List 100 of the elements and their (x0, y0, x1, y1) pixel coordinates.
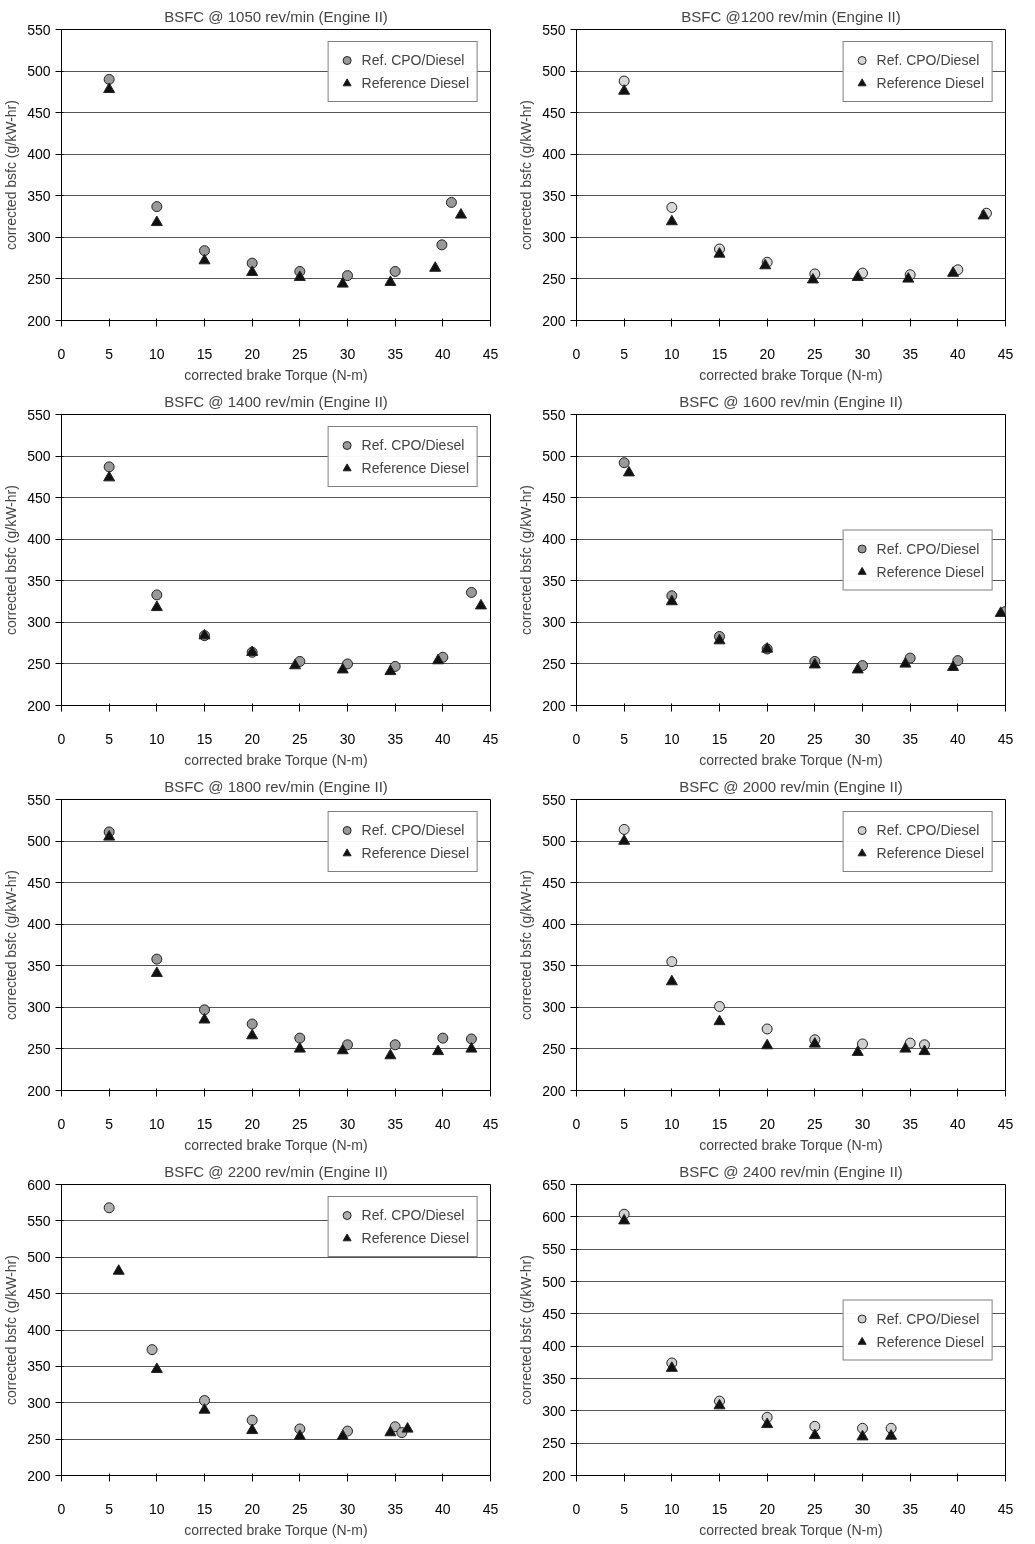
x-axis-title: corrected brake Torque (N-m) (184, 366, 368, 383)
x-tick-label: 5 (105, 1115, 114, 1132)
y-tick-label: 250 (27, 655, 51, 672)
x-axis-title: corrected break Torque (N-m) (699, 1521, 883, 1538)
x-tick-label: 35 (387, 345, 404, 362)
x-tick-label: 45 (997, 730, 1014, 747)
legend-label: Reference Diesel (361, 460, 469, 476)
x-tick-label: 30 (339, 1500, 356, 1517)
legend-label: Ref. CPO/Diesel (876, 52, 980, 68)
x-tick-label: 15 (711, 730, 728, 747)
x-tick-label: 40 (950, 345, 966, 362)
x-tick-label: 0 (572, 730, 581, 747)
y-tick-label: 200 (27, 1467, 51, 1484)
x-tick-label: 10 (149, 345, 165, 362)
x-tick-label: 35 (902, 345, 919, 362)
x-tick-label: 20 (244, 730, 261, 747)
x-axis-title: corrected brake Torque (N-m) (699, 366, 883, 383)
y-tick-label: 300 (27, 1394, 51, 1411)
x-tick-label: 10 (664, 730, 680, 747)
x-tick-label: 10 (664, 1115, 680, 1132)
y-tick-label: 200 (27, 697, 51, 714)
x-tick-label: 10 (149, 1500, 165, 1517)
x-tick-label: 15 (711, 1115, 728, 1132)
y-axis-title: corrected bsfc (g/kW-hr) (518, 485, 535, 635)
y-tick-label: 200 (542, 1467, 566, 1484)
y-tick-label: 200 (27, 1082, 51, 1099)
y-axis-title: corrected bsfc (g/kW-hr) (518, 100, 535, 250)
y-tick-label: 250 (27, 270, 51, 287)
y-tick-label: 350 (27, 1358, 51, 1375)
x-tick-label: 0 (57, 730, 66, 747)
y-tick-label: 400 (27, 1322, 51, 1338)
y-tick-label: 500 (27, 833, 51, 850)
x-tick-label: 15 (196, 345, 213, 362)
y-tick-label: 200 (542, 1082, 566, 1099)
x-tick-label: 25 (807, 1500, 823, 1517)
x-tick-label: 35 (902, 1500, 919, 1517)
y-axis-title: corrected bsfc (g/kW-hr) (3, 100, 20, 250)
y-tick-label: 650 (542, 1176, 566, 1193)
x-tick-label: 10 (149, 1115, 165, 1132)
x-tick-label: 0 (57, 1500, 66, 1517)
x-tick-label: 30 (339, 1115, 356, 1132)
chart-title: BSFC @ 2200 rev/min (Engine II) (164, 1162, 388, 1180)
y-tick-label: 550 (542, 791, 566, 808)
legend-label: Reference Diesel (876, 75, 984, 91)
x-tick-label: 10 (664, 1500, 680, 1517)
x-tick-label: 30 (339, 730, 356, 747)
y-tick-label: 350 (542, 957, 566, 974)
y-axis-title: corrected bsfc (g/kW-hr) (3, 1255, 20, 1405)
x-tick-label: 40 (435, 730, 451, 747)
chart-title: BSFC @ 2000 rev/min (Engine II) (679, 777, 903, 795)
x-tick-label: 0 (572, 345, 581, 362)
x-tick-label: 15 (196, 1500, 213, 1517)
y-tick-label: 450 (27, 489, 51, 506)
y-tick-label: 450 (542, 874, 566, 891)
y-tick-label: 500 (27, 448, 51, 465)
legend-label: Ref. CPO/Diesel (361, 822, 465, 838)
y-tick-label: 350 (27, 187, 51, 204)
legend-label: Reference Diesel (361, 1230, 469, 1246)
y-tick-label: 400 (27, 531, 51, 548)
legend-label: Reference Diesel (876, 563, 984, 579)
legend-label: Reference Diesel (876, 1333, 984, 1349)
x-tick-label: 40 (435, 1115, 451, 1132)
y-tick-label: 550 (27, 21, 51, 38)
legend-label: Reference Diesel (361, 845, 469, 861)
x-axis-title: corrected brake Torque (N-m) (184, 1136, 368, 1153)
x-tick-label: 20 (244, 1115, 261, 1132)
x-tick-label: 0 (572, 1115, 581, 1132)
y-tick-label: 300 (542, 1402, 566, 1419)
y-tick-label: 500 (27, 63, 51, 80)
y-tick-label: 400 (542, 1338, 566, 1355)
x-axis-title: corrected brake Torque (N-m) (184, 1521, 368, 1538)
legend-label: Reference Diesel (876, 845, 984, 861)
x-tick-label: 25 (292, 730, 308, 747)
y-tick-label: 500 (542, 448, 566, 465)
y-tick-label: 200 (542, 697, 566, 714)
y-tick-label: 400 (542, 531, 566, 548)
y-tick-label: 350 (27, 572, 51, 589)
y-tick-label: 300 (27, 999, 51, 1016)
x-tick-label: 20 (759, 1500, 776, 1517)
x-tick-label: 15 (196, 1115, 213, 1132)
y-tick-label: 550 (27, 1212, 51, 1229)
x-tick-label: 40 (950, 730, 966, 747)
x-tick-label: 0 (57, 1115, 66, 1132)
x-tick-label: 40 (435, 345, 451, 362)
y-tick-label: 550 (542, 406, 566, 423)
chart-title: BSFC @ 1050 rev/min (Engine II) (164, 7, 388, 25)
chart-title: BSFC @ 1400 rev/min (Engine II) (164, 392, 388, 410)
y-tick-label: 350 (27, 957, 51, 974)
y-tick-label: 550 (27, 791, 51, 808)
x-tick-label: 20 (759, 345, 776, 362)
y-tick-label: 500 (27, 1249, 51, 1266)
y-tick-label: 400 (27, 146, 51, 163)
legend-label: Reference Diesel (361, 75, 469, 91)
x-tick-label: 35 (902, 1115, 919, 1132)
y-tick-label: 300 (27, 229, 51, 246)
x-tick-label: 10 (664, 345, 680, 362)
y-tick-label: 500 (542, 63, 566, 80)
y-tick-label: 350 (542, 572, 566, 589)
y-tick-label: 450 (27, 1285, 51, 1302)
x-tick-label: 20 (244, 345, 261, 362)
